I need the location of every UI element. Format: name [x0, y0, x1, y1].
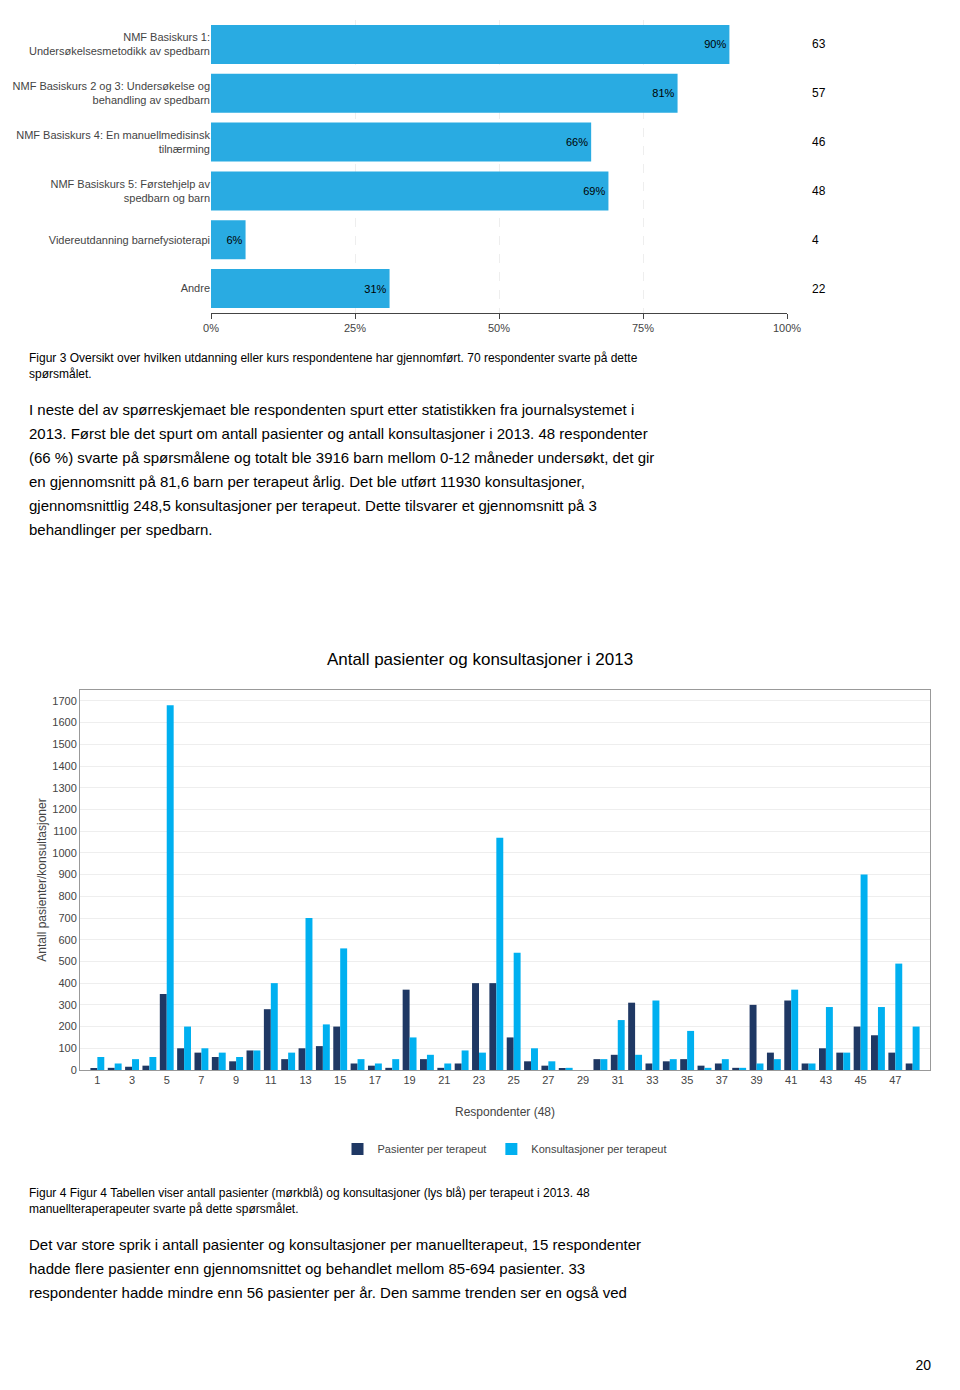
svg-text:5: 5	[164, 1074, 170, 1086]
svg-text:NMF Basiskurs 1:Undersøkelsesm: NMF Basiskurs 1:Undersøkelsesmetodikk av…	[29, 31, 210, 57]
svg-text:Pasienter per terapeut: Pasienter per terapeut	[378, 1143, 487, 1155]
svg-text:25%: 25%	[344, 322, 366, 334]
svg-text:Antall pasienter/konsultasjone: Antall pasienter/konsultasjoner	[35, 798, 49, 961]
svg-text:4: 4	[812, 233, 819, 247]
svg-text:90%: 90%	[704, 38, 726, 50]
svg-text:1000: 1000	[52, 847, 76, 859]
svg-text:1100: 1100	[53, 825, 77, 837]
svg-text:300: 300	[58, 999, 76, 1011]
svg-text:7: 7	[198, 1074, 204, 1086]
svg-text:100: 100	[58, 1042, 76, 1054]
html-text:en gjennomsnitt på 81,6 barn p: en gjennomsnitt på 81,6 barn per terapeu…	[29, 473, 585, 490]
svg-text:45: 45	[854, 1074, 866, 1086]
svg-text:47: 47	[889, 1074, 901, 1086]
svg-text:19: 19	[403, 1074, 415, 1086]
html-text:spørsmålet.: spørsmålet.	[29, 367, 92, 381]
svg-text:50%: 50%	[488, 322, 510, 334]
svg-text:35: 35	[681, 1074, 693, 1086]
svg-text:29: 29	[577, 1074, 589, 1086]
svg-text:75%: 75%	[632, 322, 654, 334]
svg-text:69%: 69%	[583, 185, 605, 197]
html-text:manuellteraperapeuter svarte p: manuellteraperapeuter svarte på dette sp…	[29, 1202, 299, 1216]
svg-text:22: 22	[812, 282, 826, 296]
html-text:I neste del av spørreskjemaet: I neste del av spørreskjemaet ble respon…	[29, 401, 635, 418]
html-text:Figur 3 Oversikt over hvilken: Figur 3 Oversikt over hvilken utdanning …	[29, 351, 638, 365]
svg-text:700: 700	[58, 912, 76, 924]
svg-text:1300: 1300	[52, 782, 76, 794]
svg-text:33: 33	[646, 1074, 658, 1086]
svg-text:1600: 1600	[52, 716, 76, 728]
svg-text:200: 200	[58, 1020, 76, 1032]
html-text:respondenter hadde mindre enn: respondenter hadde mindre enn 56 pasient…	[29, 1284, 627, 1301]
svg-text:31: 31	[612, 1074, 624, 1086]
html-text:Figur 4 Figur 4 Tabellen viser: Figur 4 Figur 4 Tabellen viser antall pa…	[29, 1186, 590, 1200]
svg-text:NMF Basiskurs 4: En manuellmed: NMF Basiskurs 4: En manuellmedisinsktiln…	[16, 129, 210, 155]
svg-text:9: 9	[233, 1074, 239, 1086]
svg-text:57: 57	[812, 86, 826, 100]
svg-text:1200: 1200	[52, 803, 76, 815]
svg-text:500: 500	[58, 955, 76, 967]
svg-text:800: 800	[58, 890, 76, 902]
svg-text:Antall pasienter og konsultasj: Antall pasienter og konsultasjoner i 201…	[327, 650, 633, 669]
svg-text:900: 900	[58, 868, 76, 880]
svg-text:NMF Basiskurs 2 og 3: Undersøk: NMF Basiskurs 2 og 3: Undersøkelse ogbeh…	[13, 80, 210, 106]
svg-text:1: 1	[94, 1074, 100, 1086]
html-text:2013. Først ble det spurt om a: 2013. Først ble det spurt om antall pasi…	[29, 425, 648, 442]
svg-text:21: 21	[438, 1074, 450, 1086]
svg-text:43: 43	[820, 1074, 832, 1086]
svg-text:27: 27	[542, 1074, 554, 1086]
svg-text:Videreutdanning barnefysiotera: Videreutdanning barnefysioterapi	[49, 234, 210, 246]
svg-text:1500: 1500	[52, 738, 76, 750]
svg-text:3: 3	[129, 1074, 135, 1086]
svg-text:0: 0	[71, 1064, 77, 1076]
svg-text:100%: 100%	[773, 322, 801, 334]
svg-text:400: 400	[58, 977, 76, 989]
svg-text:NMF Basiskurs 5: Førstehjelp a: NMF Basiskurs 5: Førstehjelp avspedbarn …	[50, 178, 210, 204]
svg-text:41: 41	[785, 1074, 797, 1086]
svg-text:11: 11	[265, 1074, 276, 1086]
html-text:(66 %) svarte på spørsmålene o: (66 %) svarte på spørsmålene og totalt b…	[29, 449, 655, 466]
html-text:hadde flere pasienter enn gjen: hadde flere pasienter enn gjennomsnittet…	[29, 1260, 586, 1277]
html-text:Det var store sprik i antall p: Det var store sprik i antall pasienter o…	[29, 1236, 641, 1253]
svg-text:39: 39	[750, 1074, 762, 1086]
svg-text:63: 63	[812, 37, 826, 51]
svg-text:Konsultasjoner per terapeut: Konsultasjoner per terapeut	[531, 1143, 666, 1155]
svg-text:25: 25	[508, 1074, 520, 1086]
svg-text:17: 17	[369, 1074, 381, 1086]
svg-text:Andre: Andre	[181, 282, 210, 294]
svg-text:1700: 1700	[52, 695, 76, 707]
svg-text:66%: 66%	[566, 136, 588, 148]
svg-text:13: 13	[299, 1074, 311, 1086]
svg-text:46: 46	[812, 135, 826, 149]
svg-text:23: 23	[473, 1074, 485, 1086]
svg-text:31%: 31%	[364, 283, 386, 295]
svg-text:81%: 81%	[652, 87, 674, 99]
svg-text:0%: 0%	[203, 322, 219, 334]
svg-text:1400: 1400	[52, 760, 76, 772]
svg-text:600: 600	[58, 934, 76, 946]
html-text:behandlinger per spedbarn.: behandlinger per spedbarn.	[29, 521, 213, 538]
svg-text:6%: 6%	[226, 234, 242, 246]
html-text:20: 20	[915, 1357, 931, 1373]
svg-text:37: 37	[716, 1074, 728, 1086]
svg-text:Respondenter (48): Respondenter (48)	[455, 1105, 555, 1119]
svg-text:48: 48	[812, 184, 826, 198]
html-text:gjennomsnittlig 248,5 konsulta: gjennomsnittlig 248,5 konsultasjoner per…	[29, 497, 597, 514]
svg-text:15: 15	[334, 1074, 346, 1086]
